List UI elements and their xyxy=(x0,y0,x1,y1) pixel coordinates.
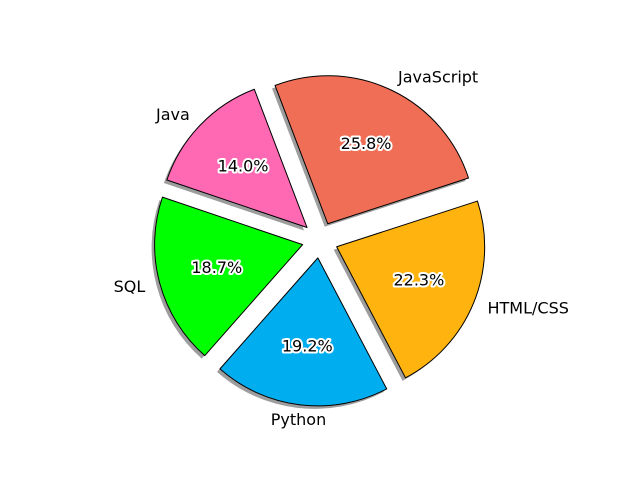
slice-sql xyxy=(154,196,304,357)
slice-java xyxy=(166,88,308,229)
category-label-sql: SQL xyxy=(114,277,146,296)
pct-label-python: 19.2% xyxy=(282,337,333,356)
pie-labels: 25.8% JavaScript 14.0% Java 18.7% SQL 19.2% Pyt… xyxy=(114,67,569,429)
pct-label-sql: 18.7% xyxy=(191,258,242,277)
slice-javascript xyxy=(274,75,470,225)
pct-label-javascript: 25.8% xyxy=(341,134,392,153)
category-label-javascript: JavaScript xyxy=(397,67,478,86)
category-label-python: Python xyxy=(271,410,326,429)
category-label-java: Java xyxy=(155,105,190,124)
category-label-html-css: HTML/CSS xyxy=(488,299,569,318)
pct-label-html-css: 22.3% xyxy=(393,271,444,290)
pct-label-java: 14.0% xyxy=(218,156,269,175)
pie-slices xyxy=(154,75,486,407)
slice-python xyxy=(219,257,388,407)
slice-html-css xyxy=(336,200,486,379)
